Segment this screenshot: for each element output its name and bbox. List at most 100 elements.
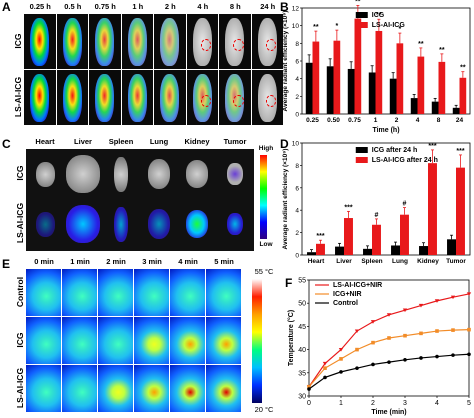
row-label: ICG xyxy=(15,165,25,181)
x-tick-label: 5 xyxy=(467,400,471,407)
bar xyxy=(447,239,456,255)
legend-swatch xyxy=(355,12,368,18)
y-axis-label: Average radiant efficiency (×10⁹) xyxy=(282,11,289,112)
thermal-image xyxy=(26,317,61,364)
significance-label: # xyxy=(403,201,407,208)
time-label: 2 h xyxy=(164,2,176,11)
significance-label: ** xyxy=(418,41,424,48)
data-point xyxy=(451,328,455,332)
organ-images-background xyxy=(26,149,254,251)
x-tick-label: 1 xyxy=(374,117,378,124)
data-point xyxy=(466,292,472,296)
x-tick-label: Heart xyxy=(308,258,325,265)
data-point xyxy=(403,358,407,362)
data-point xyxy=(435,354,439,359)
row-label: Control xyxy=(15,276,25,308)
time-label: 0.5 h xyxy=(64,2,82,11)
bar xyxy=(400,214,409,255)
bar xyxy=(417,56,425,114)
organ-image xyxy=(185,160,209,188)
bar xyxy=(347,68,355,114)
significance-label: ** xyxy=(376,12,382,19)
bar xyxy=(396,43,404,115)
y-tick-label: 2 xyxy=(295,230,299,237)
bar xyxy=(344,218,353,255)
bar xyxy=(452,107,460,114)
organ-image xyxy=(227,162,243,186)
x-tick-label: 4 xyxy=(416,117,420,124)
bar xyxy=(456,167,465,255)
panel-E-thermal: 0 min 1 min 2 min 3 min 4 min 5 min Control ICG… xyxy=(14,257,280,418)
thermal-image xyxy=(98,365,133,412)
data-point xyxy=(434,299,440,303)
x-tick-label: 0.75 xyxy=(348,117,361,124)
thermal-image xyxy=(206,269,241,316)
bar xyxy=(335,246,344,255)
y-tick-label: 8 xyxy=(295,41,299,48)
data-point xyxy=(402,308,408,313)
organ-image xyxy=(114,206,128,242)
mouse-image xyxy=(154,70,186,125)
mouse-image xyxy=(89,70,121,125)
bar xyxy=(389,78,397,114)
legend-label: ICG+NIR xyxy=(333,291,362,298)
y-tick-label: 40 xyxy=(298,347,306,354)
significance-label: ** xyxy=(355,0,361,5)
panel-C-label: C xyxy=(2,137,11,151)
y-tick-label: 30 xyxy=(298,394,306,401)
plot-frame xyxy=(308,279,470,397)
bar xyxy=(307,252,316,255)
data-point xyxy=(370,320,376,324)
data-point xyxy=(419,356,423,360)
y-tick-label: 4 xyxy=(295,208,299,215)
bar xyxy=(419,246,428,255)
mouse-image xyxy=(219,70,251,125)
organ-image xyxy=(147,159,171,189)
bar xyxy=(316,243,325,255)
data-point xyxy=(387,360,391,364)
significance-label: ** xyxy=(439,47,445,54)
time-label: 1 min xyxy=(70,257,90,266)
legend-label: LS-AI-ICG+NIR xyxy=(333,282,382,289)
bar xyxy=(375,30,383,114)
time-label: 4 min xyxy=(178,257,198,266)
thermal-image xyxy=(62,269,97,316)
data-point xyxy=(339,357,343,361)
data-point xyxy=(355,366,359,370)
legend-swatch xyxy=(355,157,368,163)
time-label: 8 h xyxy=(229,2,241,11)
data-point xyxy=(307,387,311,391)
data-point xyxy=(387,336,391,340)
significance-label: *** xyxy=(456,148,464,155)
time-label: 24 h xyxy=(260,2,276,11)
colorbar-low-label: Low xyxy=(259,241,273,248)
bar xyxy=(428,163,437,255)
mouse-image xyxy=(251,70,283,125)
row-label: LS-AI-ICG xyxy=(15,367,25,409)
legend-label: Control xyxy=(333,300,358,307)
x-tick-label: 2 xyxy=(395,117,399,124)
panel-E-label: E xyxy=(2,257,11,271)
time-label: 0 min xyxy=(34,257,54,266)
y-tick-label: 10 xyxy=(292,23,300,30)
data-point xyxy=(435,329,439,333)
plot-frame xyxy=(301,142,471,256)
y-tick-label: 8 xyxy=(295,163,299,170)
row-label: ICG xyxy=(13,33,23,49)
y-tick-label: 4 xyxy=(295,76,299,83)
data-point xyxy=(371,362,375,367)
significance-label: # xyxy=(375,212,379,219)
bar xyxy=(305,62,313,114)
legend-swatch xyxy=(355,22,368,28)
bar xyxy=(372,224,381,255)
thermal-image xyxy=(62,365,97,412)
y-tick-label: 2 xyxy=(295,94,299,101)
thermal-image xyxy=(98,269,133,316)
mouse-image xyxy=(154,14,186,69)
row-label: LS-AI-ICG xyxy=(13,76,23,118)
panel-A-images: 0.25 h 0.5 h 0.75 h 1 h 2 h 4 h 8 h 24 h ICG LS-A… xyxy=(13,2,283,128)
x-tick-label: 24 xyxy=(456,117,464,124)
significance-label: * xyxy=(335,23,338,30)
data-point xyxy=(338,348,344,352)
bar xyxy=(354,18,362,115)
